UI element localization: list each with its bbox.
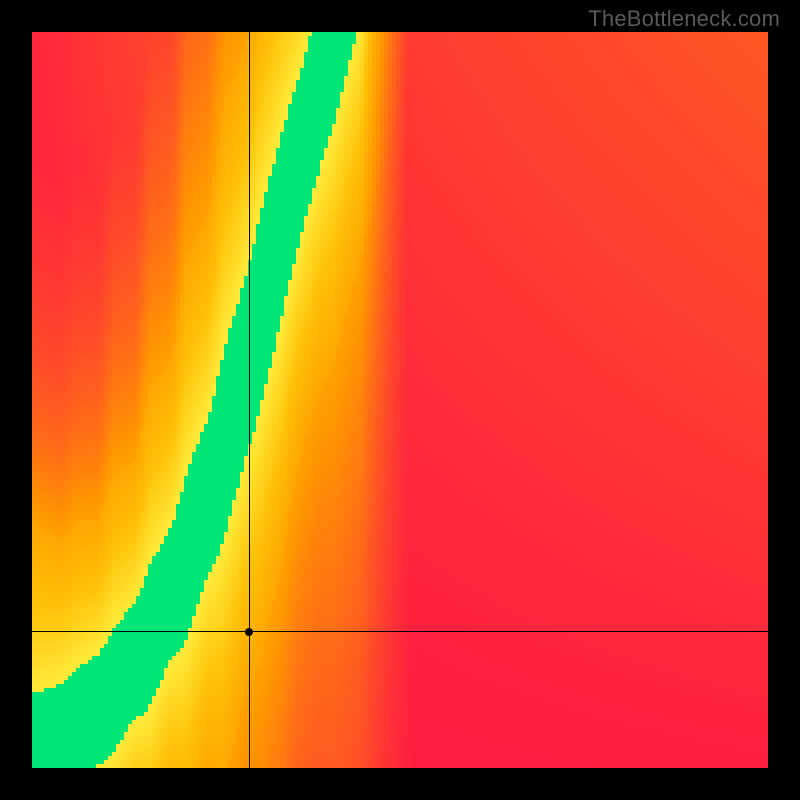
crosshair-horizontal: [32, 631, 768, 632]
outer-frame: TheBottleneck.com: [0, 0, 800, 800]
crosshair-point: [245, 628, 253, 636]
heatmap-canvas: [32, 32, 768, 768]
watermark-text: TheBottleneck.com: [588, 6, 780, 32]
crosshair-vertical: [249, 32, 250, 768]
plot-area: [32, 32, 768, 768]
